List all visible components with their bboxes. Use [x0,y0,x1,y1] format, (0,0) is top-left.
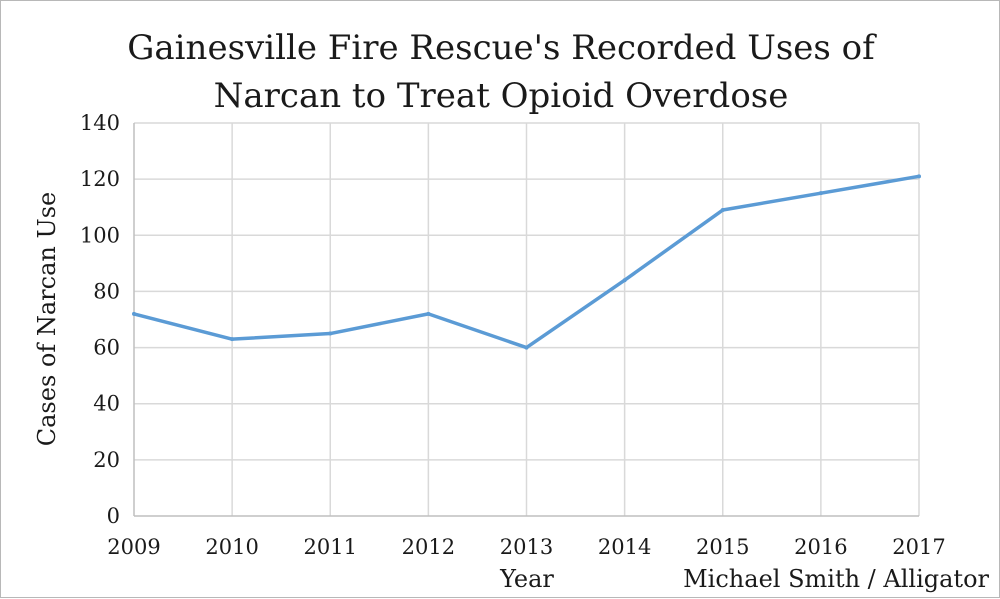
data-point-2017 [917,174,921,179]
y-tick-label: 80 [93,279,120,303]
data-point-2010 [230,337,235,342]
x-tick-label: 2012 [402,535,455,559]
x-axis-title: Year [499,565,554,593]
chart-title-line-2: Narcan to Treat Opioid Overdose [214,76,789,116]
series-layer [132,174,921,350]
x-tick-label: 2015 [696,535,749,559]
x-tick-label: 2013 [500,535,553,559]
credit-line: Michael Smith / Alligator [683,565,989,593]
axes [133,123,919,517]
data-point-2013 [524,345,529,350]
y-tick-labels: 0 20 40 60 80 100 120 140 [80,111,120,528]
y-tick-label: 100 [80,223,120,247]
data-point-2015 [720,208,725,213]
x-tick-label: 2009 [107,535,160,559]
y-tick-label: 120 [80,167,120,191]
x-tick-label: 2010 [205,535,258,559]
gridlines [134,122,920,516]
data-point-2014 [622,278,627,283]
y-tick-label: 60 [93,336,120,360]
data-point-2012 [426,311,431,316]
x-tick-labels: 2009 2010 2011 2012 2013 2014 2015 2016 2017 [107,535,945,559]
y-tick-label: 140 [80,111,120,135]
data-point-2009 [132,311,136,316]
y-tick-label: 20 [93,448,120,472]
y-tick-label: 0 [107,504,120,528]
x-tick-label: 2014 [598,535,651,559]
chart-title-line-1: Gainesville Fire Rescue's Recorded Uses … [127,28,877,68]
x-tick-label: 2017 [892,535,945,559]
data-point-2011 [328,331,333,336]
y-tick-label: 40 [93,392,120,416]
x-tick-label: 2016 [794,535,847,559]
y-axis-title: Cases of Narcan Use [33,192,61,446]
x-tick-label: 2011 [304,535,357,559]
data-point-2016 [818,191,823,196]
